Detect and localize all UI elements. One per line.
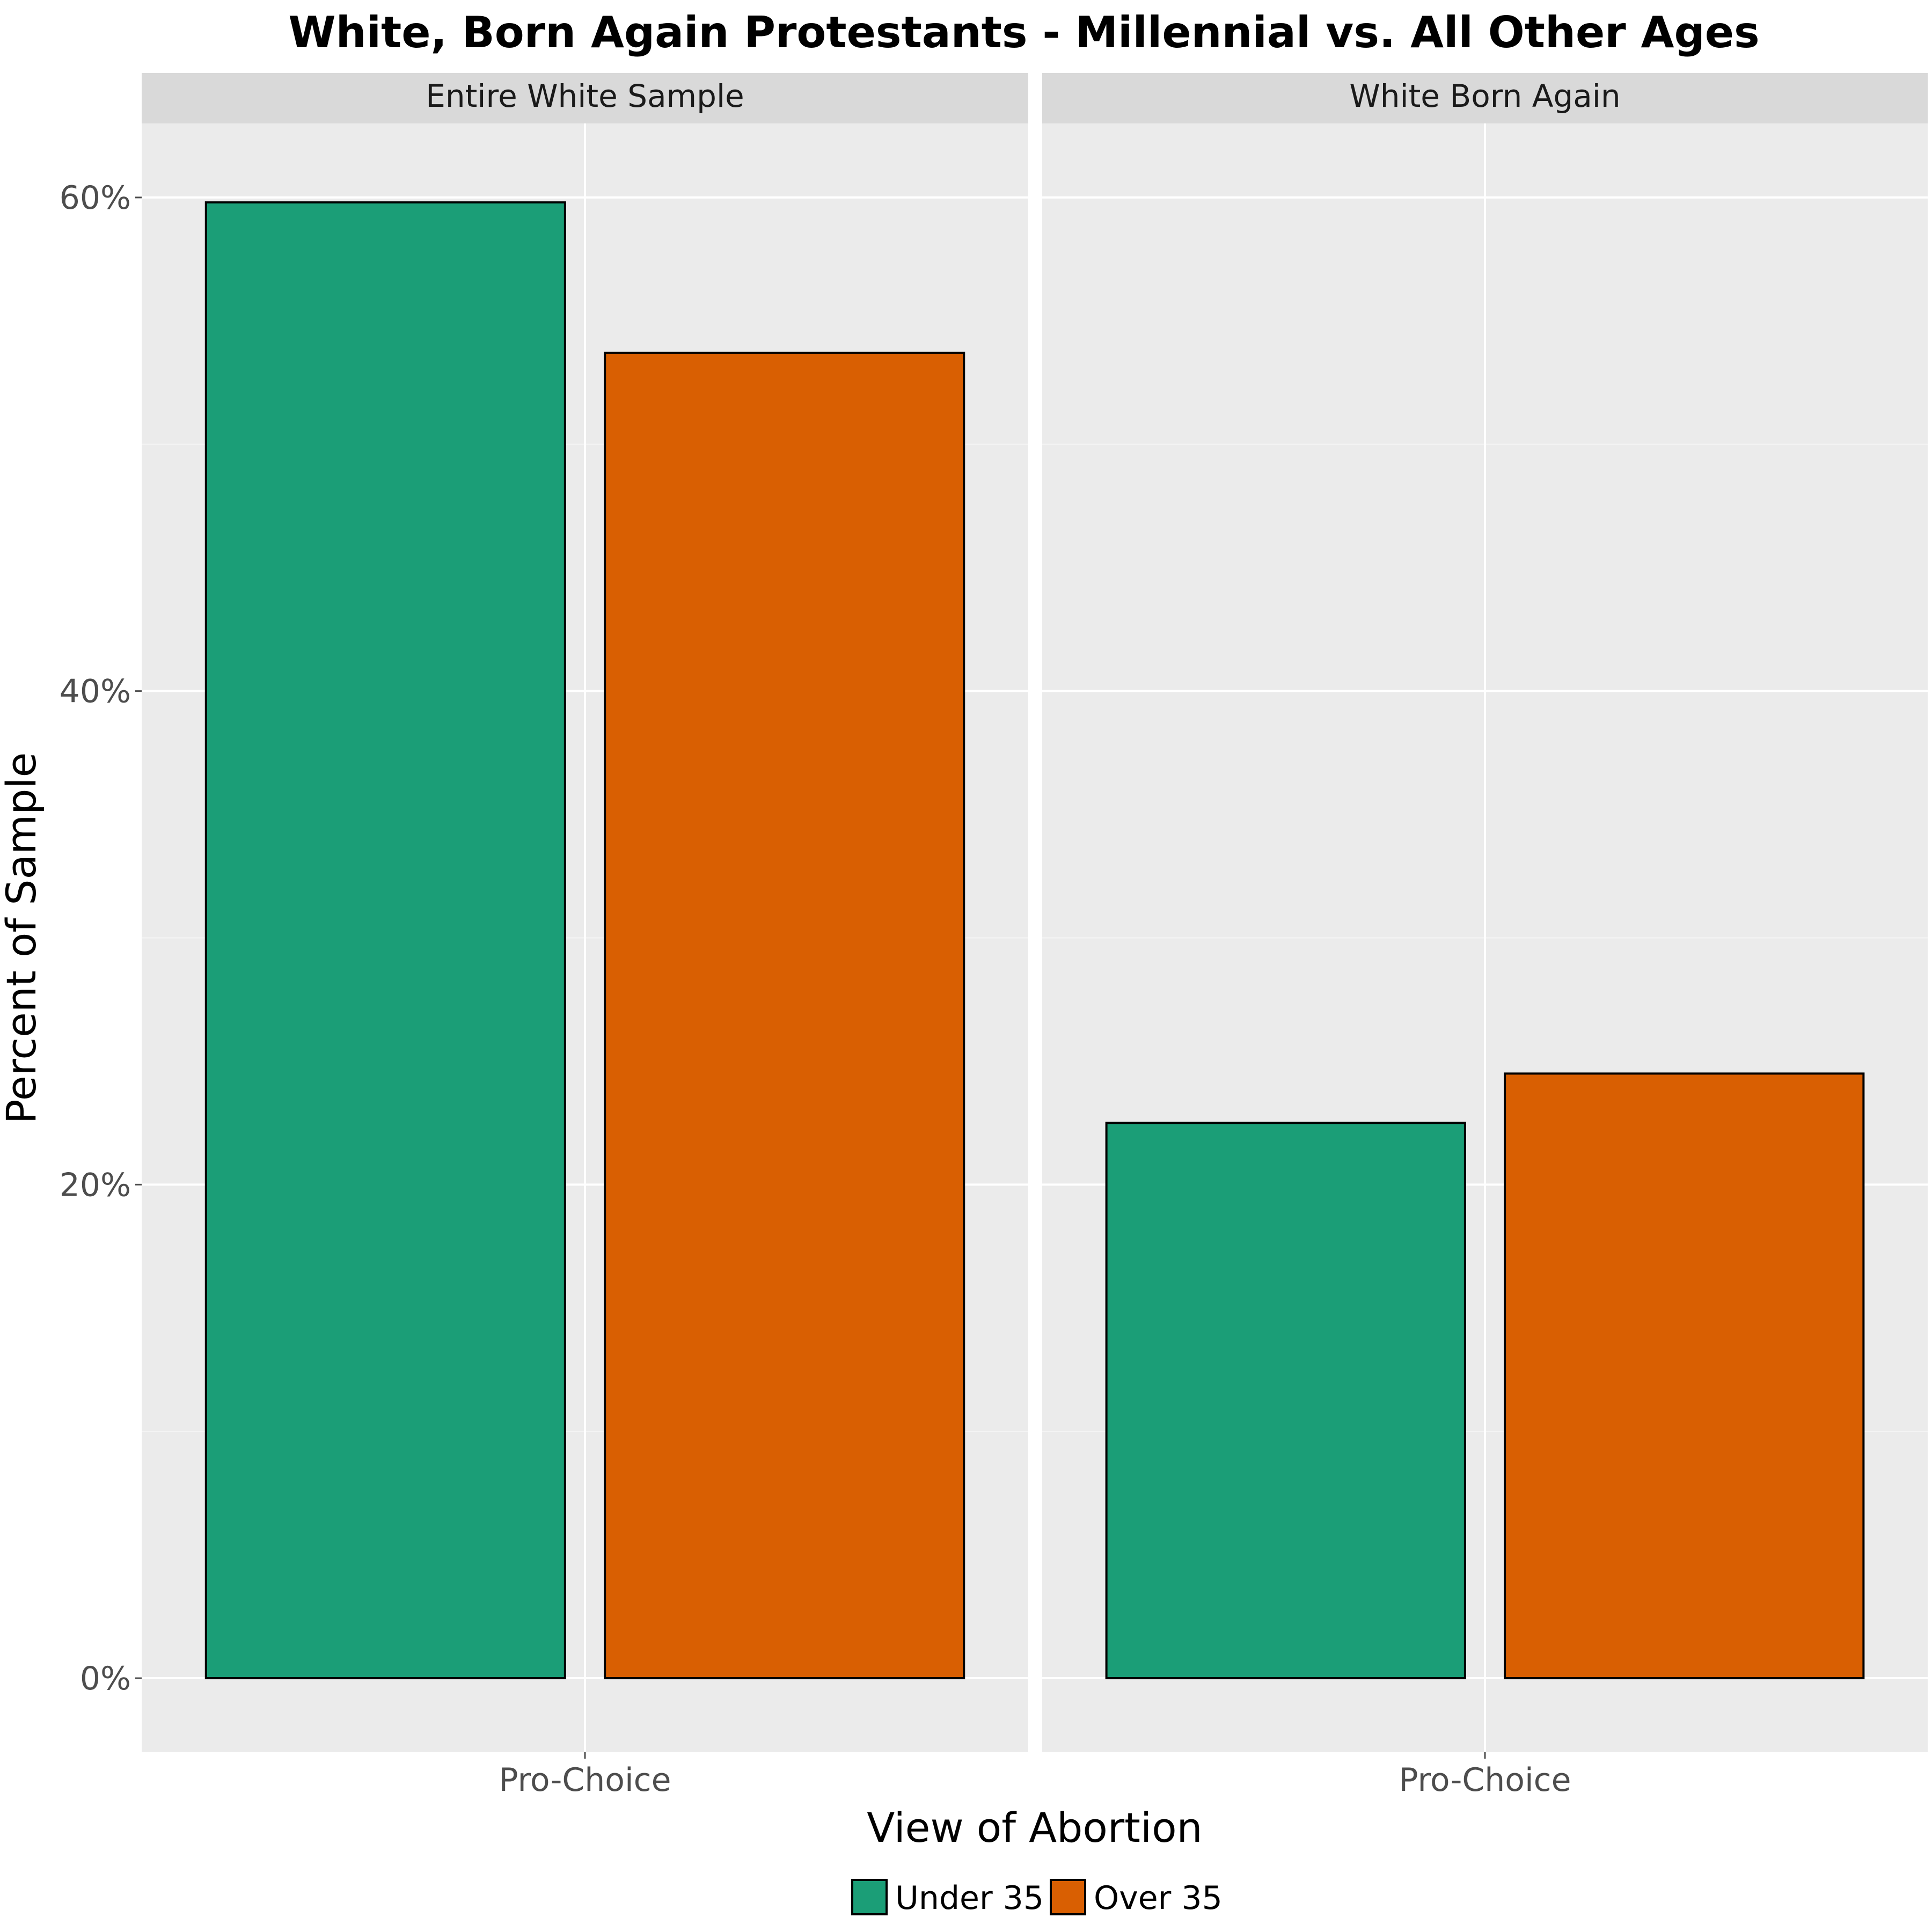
y-tick-label: 60%	[60, 179, 131, 217]
legend-label: Over 35	[1094, 1879, 1223, 1917]
bar-under-35	[204, 201, 566, 1680]
y-axis-title: Percent of Sample	[0, 752, 45, 1124]
facet-strip-label: Entire White Sample	[426, 78, 744, 114]
x-axis-title: View of Abortion	[867, 1804, 1202, 1851]
chart-title: White, Born Again Protestants - Millenni…	[288, 8, 1759, 57]
x-tick-label: Pro-Choice	[499, 1761, 671, 1799]
facet-strip	[1042, 73, 1928, 123]
x-tick-label: Pro-Choice	[1399, 1761, 1571, 1799]
bar-under-35	[1105, 1122, 1466, 1680]
facet-strip-label: White Born Again	[1349, 78, 1620, 114]
legend-label: Under 35	[895, 1879, 1044, 1917]
y-tick-label: 20%	[60, 1166, 131, 1204]
legend-key-over-35	[1050, 1879, 1086, 1915]
y-tick-label: 40%	[60, 673, 131, 711]
y-tick-label: 0%	[80, 1660, 131, 1697]
legend-key-under-35	[851, 1879, 888, 1915]
facet-strip	[142, 73, 1028, 123]
bar-over-35	[604, 352, 965, 1680]
bar-over-35	[1504, 1072, 1865, 1680]
